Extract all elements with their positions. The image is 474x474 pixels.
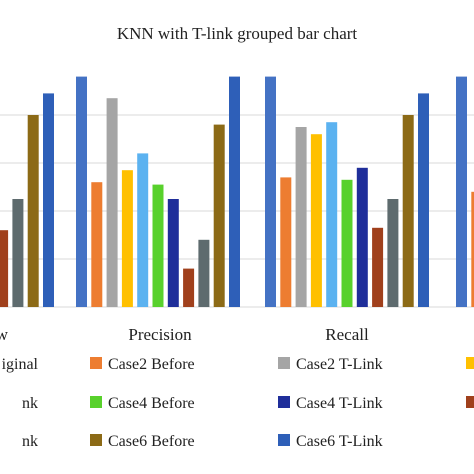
bar-case2-t-link-precision	[106, 98, 118, 307]
legend-label-case4-t-link: Case4 T-Link	[296, 395, 383, 412]
legend-swatch-case2-t-link	[278, 357, 290, 369]
bar-case1-original-precision	[76, 76, 87, 307]
bar-case2-before-recall	[280, 177, 292, 307]
tick-label-precision: Precision	[128, 325, 192, 344]
bar-case6-before-accuracy	[27, 115, 39, 307]
legend-label-case1-original: iginal	[2, 356, 39, 373]
bar-case4-t-link-precision	[167, 199, 179, 307]
bar-case6-before-precision	[213, 124, 225, 307]
bars	[0, 76, 474, 308]
bar-case5-t-link-recall	[387, 199, 399, 307]
x-axis-tick-labels: w Precision Recall	[0, 325, 369, 344]
bar-case1-original-recall	[265, 76, 276, 307]
legend-swatch-case3-before	[466, 357, 474, 369]
legend-swatch-case6-t-link	[278, 434, 290, 446]
bar-case2-before-precision	[91, 182, 103, 307]
tick-label-accuracy: w	[0, 325, 9, 344]
legend-label-case5-t-link: nk	[22, 433, 38, 450]
legend-label-case2-before: Case2 Before	[108, 356, 195, 373]
bar-case2-before-f1-score	[471, 191, 474, 307]
bar-case6-t-link-accuracy	[43, 93, 54, 308]
legend-label-case4-before: Case4 Before	[108, 395, 195, 412]
bar-case3-before-precision	[121, 170, 133, 307]
bar-case5-before-recall	[372, 227, 384, 307]
bar-case3-t-link-recall	[326, 122, 338, 307]
legend-swatch-case5-before	[466, 396, 474, 408]
legend-label-case3-t-link: nk	[22, 395, 38, 412]
bar-case5-t-link-accuracy	[12, 199, 24, 307]
bar-case6-before-recall	[402, 115, 414, 307]
bar-case4-before-precision	[152, 184, 164, 307]
legend-label-case6-t-link: Case6 T-Link	[296, 433, 383, 450]
bar-case3-before-recall	[310, 134, 322, 307]
chart-title: KNN with T-link grouped bar chart	[116, 24, 358, 43]
tick-label-recall: Recall	[325, 325, 369, 344]
legend-swatch-case4-before	[90, 396, 102, 408]
bar-case4-before-recall	[341, 179, 353, 307]
legend-swatch-case4-t-link	[278, 396, 290, 408]
bar-case5-t-link-precision	[198, 239, 210, 307]
bar-case1-original-f1-score	[456, 76, 467, 307]
bar-case4-t-link-recall	[356, 167, 368, 307]
bar-case6-t-link-precision	[229, 76, 240, 307]
legend-label-case6-before: Case6 Before	[108, 433, 195, 450]
bar-case3-t-link-precision	[137, 153, 149, 307]
legend-swatch-case6-before	[90, 434, 102, 446]
legend-label-case2-t-link: Case2 T-Link	[296, 356, 383, 373]
legend-swatch-case2-before	[90, 357, 102, 369]
bar-case6-t-link-recall	[418, 93, 429, 308]
bar-case5-before-accuracy	[0, 230, 9, 307]
bar-case5-before-precision	[183, 268, 195, 307]
bar-case2-t-link-recall	[295, 127, 307, 307]
legend: iginal Case2 Before Case2 T-Link nk Case4 Be…	[2, 356, 474, 450]
